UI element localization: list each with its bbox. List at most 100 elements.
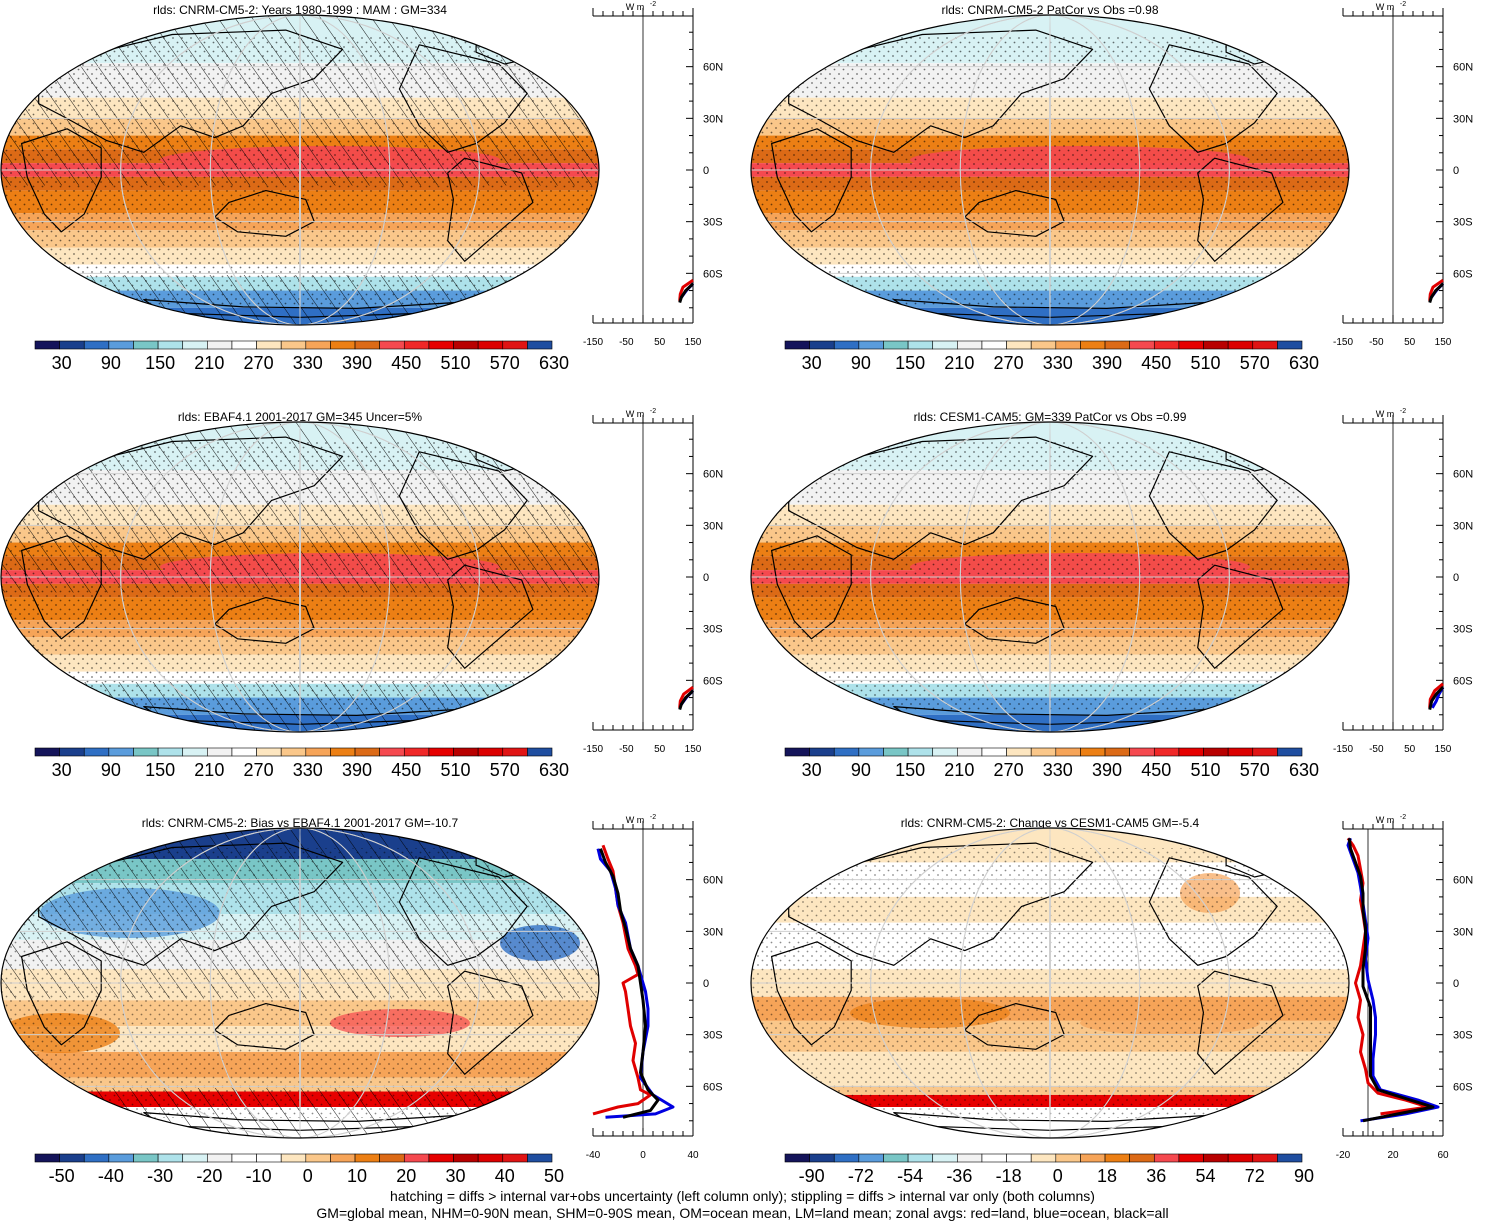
zonal-lat-label: 30N — [1453, 113, 1473, 125]
colorbar-label: 270 — [994, 353, 1024, 373]
coastline — [38, 29, 344, 153]
colorbar-swatch — [1129, 1153, 1155, 1163]
zonal-xtick-label: 150 — [685, 744, 702, 755]
colorbar-swatch — [1178, 340, 1204, 350]
colorbar-swatch — [1006, 340, 1032, 350]
colorbar-swatch — [453, 340, 479, 350]
zonal-lat-label: 60S — [1453, 268, 1473, 280]
colorbar-swatch — [1153, 1153, 1180, 1163]
colorbar-label: 30 — [446, 1166, 466, 1186]
colorbar-swatch — [207, 747, 233, 757]
map-border — [750, 827, 1350, 1139]
zonal-xtick-label: 150 — [1435, 744, 1452, 755]
colorbar-swatch — [1030, 340, 1057, 350]
zonal-xtick-label: -150 — [583, 744, 603, 755]
zonal-xtick-label: 50 — [1404, 337, 1416, 348]
graticule-lon — [1049, 828, 1051, 1138]
colorbar-label: 30 — [802, 353, 822, 373]
zonal-unit-sup: -2 — [650, 408, 656, 415]
zonal-series-all — [1428, 282, 1445, 304]
coastline — [1148, 451, 1278, 560]
coastline — [770, 535, 852, 640]
colorbar-swatch — [1104, 340, 1130, 350]
zonal-lat-label: 60S — [703, 675, 723, 687]
colorbar-swatch — [527, 747, 553, 757]
coastline — [447, 970, 534, 1075]
colorbar-swatch — [133, 340, 159, 350]
zonal-xtick-label: -150 — [1333, 337, 1353, 348]
zonal-series-ocean — [596, 848, 675, 1119]
colorbar: -50 -40 -30 -20 -10 0 10 20 30 40 50 — [34, 1153, 564, 1186]
colorbar-swatch — [305, 340, 331, 350]
panel-3: rlds: EBAF4.1 2001-2017 GM=345 Uncer=5% 3… — [0, 408, 723, 780]
graticule-lon — [120, 422, 480, 732]
map-field — [1, 422, 599, 732]
colorbar-swatch — [83, 747, 110, 757]
zonal-xtick-label: 50 — [654, 744, 666, 755]
graticule-lon — [959, 422, 1141, 732]
colorbar-label: -36 — [946, 1166, 972, 1186]
zonal-lat-label: 30S — [703, 624, 723, 636]
zonal-xtick-label: -40 — [586, 1150, 601, 1161]
colorbar-swatch — [527, 340, 553, 350]
colorbar-swatch — [280, 340, 307, 350]
colorbar-swatch — [354, 747, 380, 757]
colorbar-swatch — [1080, 747, 1106, 757]
zonal-lat-label: 60N — [703, 875, 723, 887]
zonal-unit-sup: -2 — [650, 814, 656, 821]
colorbar-label: 630 — [539, 760, 569, 780]
colorbar-swatch — [34, 747, 60, 757]
colorbar-swatch — [182, 747, 208, 757]
colorbar-label: 20 — [396, 1166, 416, 1186]
colorbar-swatch — [883, 1153, 909, 1163]
colorbar-swatch — [858, 1153, 884, 1163]
zonal-xtick-label: -50 — [1369, 744, 1384, 755]
zonal-xtick-label: 60 — [1437, 1150, 1449, 1161]
graticule-lon — [870, 828, 1230, 1138]
zonal-lat-label: 30S — [1453, 624, 1473, 636]
colorbar-swatch — [108, 747, 134, 757]
zonal-lat-label: 30S — [703, 1030, 723, 1042]
colorbar-swatch — [1277, 747, 1303, 757]
colorbar-label: 510 — [441, 353, 471, 373]
colorbar-label: 36 — [1146, 1166, 1166, 1186]
colorbar-label: -10 — [246, 1166, 272, 1186]
zonal-lat-label: 60S — [1453, 675, 1473, 687]
colorbar-swatch — [858, 747, 884, 757]
colorbar-swatch — [1178, 1153, 1204, 1163]
coastline — [1148, 857, 1278, 966]
colorbar-label: 570 — [1240, 760, 1270, 780]
zonal-lat-label: 30N — [703, 926, 723, 938]
zonal-xtick-label: -50 — [619, 337, 634, 348]
panel-6: rlds: CNRM-CM5-2: Change vs CESM1-CAM5 G… — [750, 814, 1473, 1186]
panel-4: rlds: CESM1-CAM5: GM=339 PatCor vs Obs =… — [750, 408, 1473, 780]
colorbar-label: 390 — [1092, 353, 1122, 373]
colorbar-swatch — [1203, 1153, 1229, 1163]
colorbar-swatch — [182, 1153, 208, 1163]
colorbar-label: 510 — [1191, 760, 1221, 780]
coastline — [21, 128, 102, 233]
zonal-unit-label: W m — [626, 409, 645, 419]
colorbar-label: 630 — [1289, 353, 1319, 373]
zonal-unit-label: W m — [1376, 2, 1395, 12]
colorbar-swatch — [932, 747, 958, 757]
colorbar-swatch — [1080, 1153, 1106, 1163]
colorbar-swatch — [957, 1153, 983, 1163]
colorbar-swatch — [256, 340, 282, 350]
coastline — [38, 842, 344, 966]
colorbar-swatch — [1129, 747, 1155, 757]
zonal-lat-label: 0 — [1453, 978, 1459, 990]
map-field — [751, 828, 1349, 1138]
colorbar-label: -18 — [996, 1166, 1022, 1186]
colorbar-label: 90 — [101, 760, 121, 780]
panel-title: rlds: CNRM-CM5-2: Change vs CESM1-CAM5 G… — [901, 816, 1200, 830]
colorbar-label: 30 — [802, 760, 822, 780]
coastline — [788, 29, 1094, 153]
colorbar-swatch — [1055, 747, 1081, 757]
colorbar-swatch — [1006, 747, 1032, 757]
coastline — [770, 128, 852, 233]
colorbar-label: 90 — [851, 353, 871, 373]
map-field — [751, 15, 1349, 325]
colorbar-label: 330 — [293, 760, 323, 780]
graticule-lon — [209, 828, 391, 1138]
